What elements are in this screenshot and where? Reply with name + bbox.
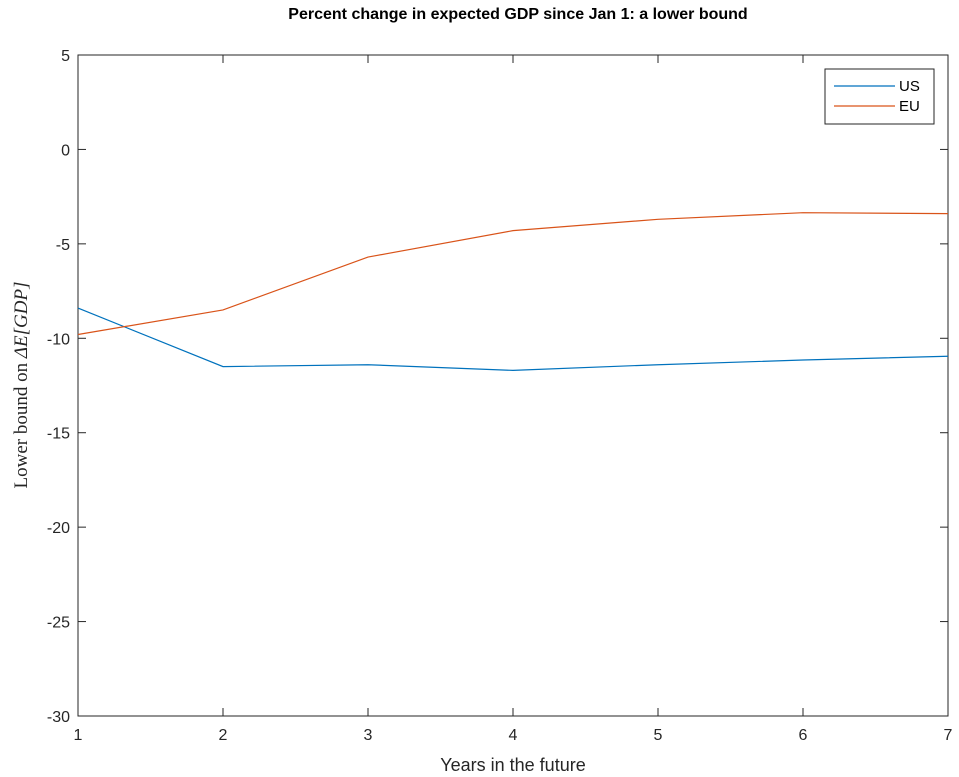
x-tick-label: 5 xyxy=(654,727,663,744)
axis-ticks: 1 2 3 4 5 6 7 5 0 -5 -10 -15 -20 -25 -30 xyxy=(47,48,953,744)
x-tick-label: 6 xyxy=(799,727,808,744)
x-tick-label: 1 xyxy=(74,727,83,744)
y-axis-label-math: ΔE[GDP] xyxy=(11,282,32,360)
axes-frame xyxy=(77,54,949,717)
y-axis-label: Lower bound on ΔE[GDP] xyxy=(11,282,32,489)
y-tick-label: -20 xyxy=(47,520,70,537)
y-tick-label: -15 xyxy=(47,426,70,443)
chart-title: Percent change in expected GDP since Jan… xyxy=(288,6,747,23)
y-tick-label: -10 xyxy=(47,331,70,348)
series-line-us xyxy=(77,307,949,371)
x-axis-label: Years in the future xyxy=(440,755,585,775)
y-tick-label: 5 xyxy=(61,48,70,65)
series-lines xyxy=(77,212,949,371)
x-tick-label: 7 xyxy=(944,727,953,744)
y-tick-label: 0 xyxy=(61,142,70,159)
legend: US EU xyxy=(824,68,935,125)
legend-label-eu: EU xyxy=(899,98,920,115)
series-line-eu xyxy=(77,212,949,336)
x-tick-label: 2 xyxy=(219,727,228,744)
legend-label-us: US xyxy=(899,78,920,95)
x-tick-label: 3 xyxy=(364,727,373,744)
legend-box xyxy=(824,68,935,125)
y-tick-label: -25 xyxy=(47,615,70,632)
axes-box xyxy=(77,54,949,717)
y-tick-label: -30 xyxy=(47,709,70,726)
y-axis-label-prefix: Lower bound on xyxy=(11,358,32,488)
x-tick-label: 4 xyxy=(509,727,518,744)
y-tick-label: -5 xyxy=(56,237,70,254)
